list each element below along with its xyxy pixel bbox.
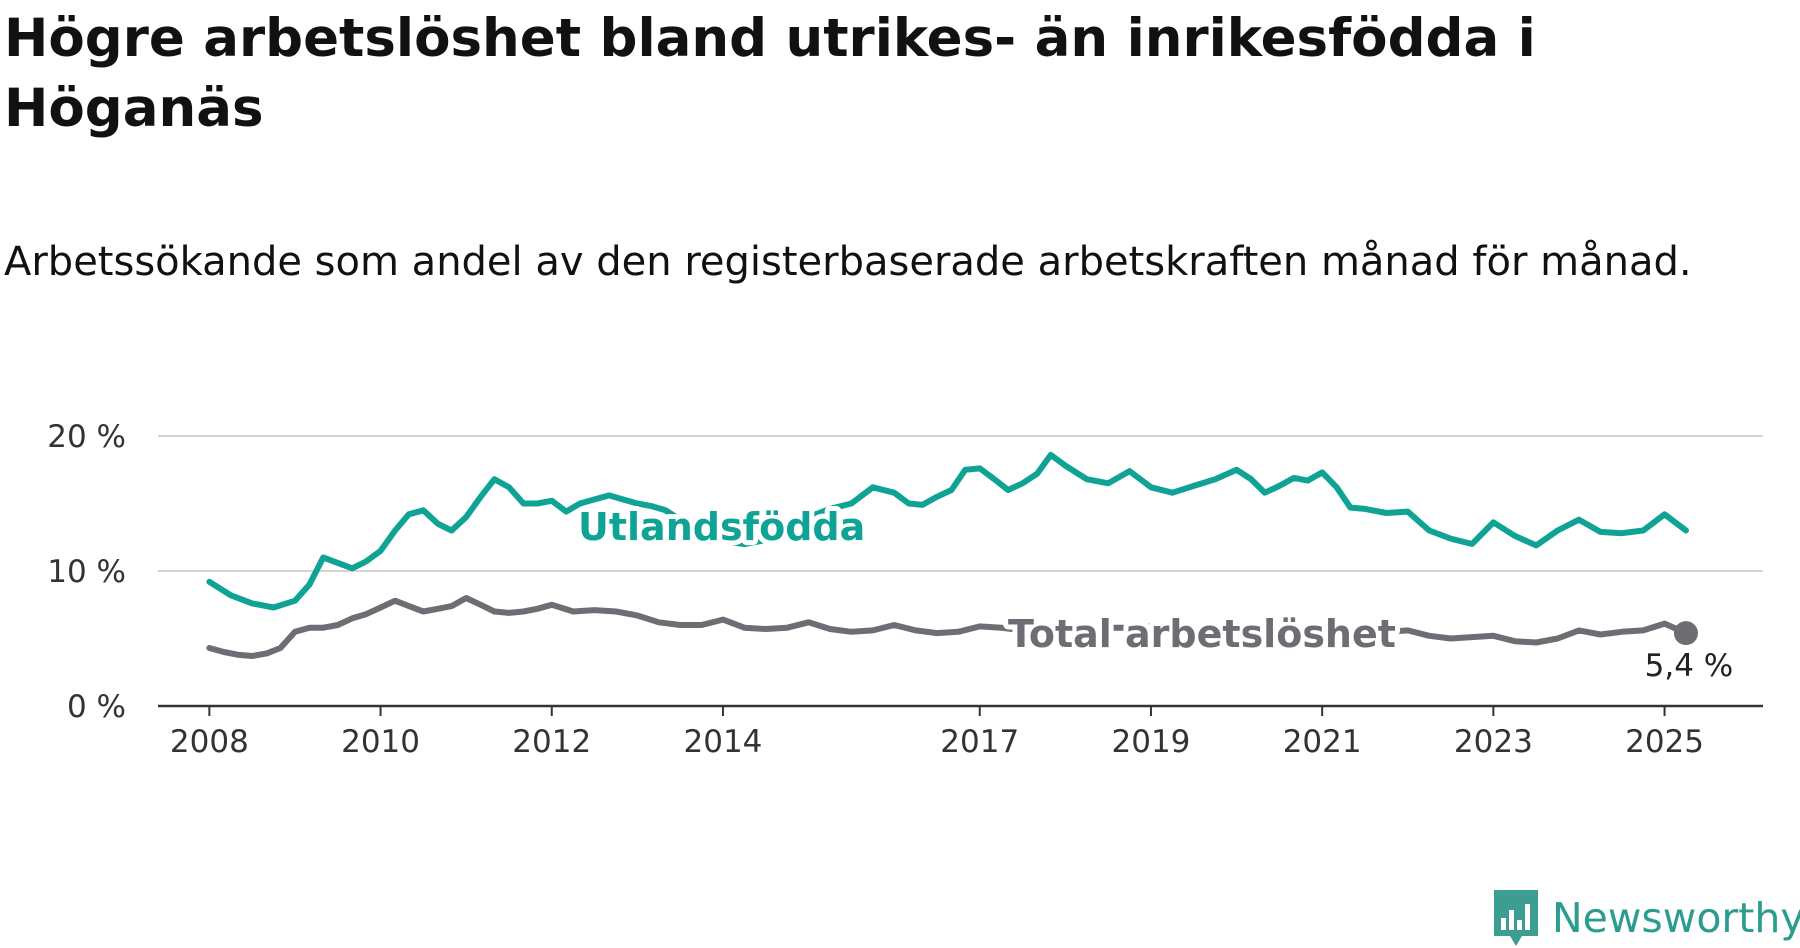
x-tick-label: 2010 [341,724,420,760]
series-label-total: Total arbetslöshet [1008,612,1396,656]
chart-subtitle: Arbetssökande som andel av den registerb… [4,239,1692,285]
y-tick-label: 0 % [67,689,126,725]
y-axis-ticks: 0 % 10 % 20 % [47,419,126,725]
y-tick-label: 20 % [47,419,126,455]
series-lines [206,451,1698,659]
series-label-utlandsfodda: Utlandsfödda [578,505,865,549]
gridlines [158,435,1763,572]
x-tick-label: 2025 [1625,724,1704,760]
x-tick-label: 2019 [1112,724,1191,760]
x-tick-label: 2023 [1454,724,1533,760]
series-labels: Utlandsfödda Total arbetslöshet 5,4 % [573,500,1734,684]
x-tick-label: 2012 [512,724,591,760]
series-line-total [206,595,1689,659]
x-tick-label: 2017 [940,724,1019,760]
x-tick-label: 2021 [1283,724,1362,760]
x-tick-label: 2014 [684,724,763,760]
brand-name: Newsworthy [1552,894,1800,942]
x-axis: 2008 2010 2012 2014 2017 2019 2021 2023 2025 [158,704,1763,760]
x-tick-label: 2008 [170,724,249,760]
end-point-marker [1673,621,1698,646]
line-chart: 0 % 10 % 20 % 2008 2010 2012 2014 2017 2019 2021… [47,419,1763,760]
newsworthy-logo: Newsworthy [1492,888,1800,948]
newsworthy-chart-icon [1494,890,1538,946]
y-tick-label: 10 % [47,554,126,590]
chart-title: Högre arbetslöshet bland utrikes- än inr… [4,8,1536,139]
series-line-utlandsfodda [206,451,1689,611]
end-value-label: 5,4 % [1645,648,1734,684]
